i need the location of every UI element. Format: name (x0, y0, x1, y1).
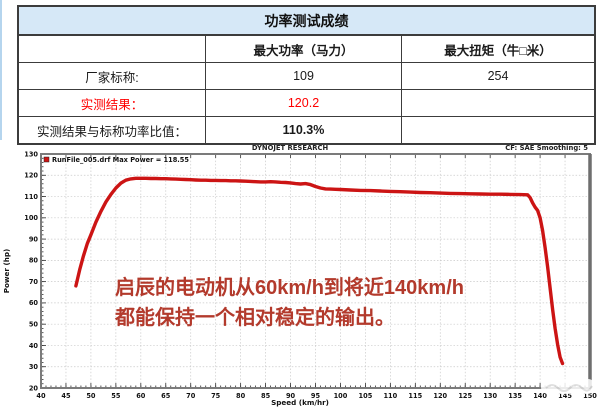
svg-text:100: 100 (24, 214, 38, 222)
svg-text:40: 40 (29, 342, 39, 350)
svg-text:60: 60 (29, 299, 39, 307)
svg-text:105: 105 (359, 392, 373, 400)
svg-text:30: 30 (29, 363, 39, 371)
svg-text:100: 100 (334, 392, 348, 400)
svg-text:135: 135 (508, 392, 522, 400)
svg-text:115: 115 (408, 392, 422, 400)
gridlines (41, 154, 590, 388)
watermark (541, 379, 595, 394)
svg-text:90: 90 (286, 392, 296, 400)
column-header-max-power: 最大功率（马力） (206, 36, 402, 63)
y-axis-title: Power (hp) (2, 249, 11, 294)
svg-text:80: 80 (236, 392, 246, 400)
svg-text:140: 140 (533, 392, 547, 400)
svg-text:110: 110 (24, 193, 38, 201)
svg-text:95: 95 (311, 392, 321, 400)
x-axis-title: Speed (km/hr) (271, 398, 329, 407)
svg-text:20: 20 (29, 384, 39, 392)
measured-power-value: 120.2 (206, 90, 402, 117)
legend-marker (43, 156, 50, 163)
row-label-measured-result: 实测结果： (19, 90, 206, 117)
svg-text:70: 70 (29, 278, 39, 286)
svg-text:50: 50 (86, 392, 96, 400)
svg-text:45: 45 (61, 392, 71, 400)
legend-text: RunFile_005.drf Max Power = 118.55 (52, 156, 189, 164)
svg-text:125: 125 (458, 392, 472, 400)
svg-text:150: 150 (583, 392, 597, 400)
table-grid: 最大功率（马力） 最大扭矩（牛□米） 厂家标称: 109 254 实测结果： 1… (19, 36, 594, 143)
svg-text:110: 110 (383, 392, 397, 400)
power-curve (74, 176, 565, 366)
ratio-value: 110.3% (206, 117, 402, 143)
svg-text:120: 120 (24, 172, 38, 180)
column-header-max-torque: 最大扭矩（牛□米） (402, 36, 594, 63)
measured-torque-value (402, 90, 594, 117)
svg-text:120: 120 (433, 392, 447, 400)
factory-power-value: 109 (206, 63, 402, 90)
dyno-chart: DYNOJET RESEARCH CF: SAE Smoothing: 5 40… (2, 144, 597, 407)
svg-text:130: 130 (24, 150, 38, 158)
row-label-ratio: 实测结果与标称功率比值： (19, 117, 206, 143)
svg-text:90: 90 (29, 235, 39, 243)
svg-text:65: 65 (161, 392, 171, 400)
dyno-chart-container: DYNOJET RESEARCH CF: SAE Smoothing: 5 40… (0, 142, 600, 412)
left-edge-artifact (0, 0, 2, 140)
svg-text:80: 80 (29, 257, 39, 265)
chart-title: DYNOJET RESEARCH (252, 144, 329, 152)
svg-text:85: 85 (261, 392, 271, 400)
svg-text:145: 145 (558, 392, 572, 400)
column-header-empty (19, 36, 206, 63)
svg-text:40: 40 (36, 392, 46, 400)
annotation-line-1: 启辰的电动机从60km/h到将近140km/h (115, 275, 464, 299)
svg-text:130: 130 (483, 392, 497, 400)
factory-torque-value: 254 (402, 63, 594, 90)
table-title: 功率测试成绩 (19, 7, 594, 36)
power-test-table: 功率测试成绩 最大功率（马力） 最大扭矩（牛□米） 厂家标称: 109 254 … (17, 5, 596, 145)
svg-text:60: 60 (136, 392, 146, 400)
row-label-factory-rated: 厂家标称: (19, 63, 206, 90)
svg-text:70: 70 (186, 392, 196, 400)
annotation-line-2: 都能保持一个相对稳定的输出。 (114, 305, 395, 329)
axis-tick-labels: 40 45 50 55 60 65 70 75 80 85 90 95 100 105 110 115 120 1… (24, 150, 597, 400)
svg-text:50: 50 (29, 320, 39, 328)
ratio-torque-empty (402, 117, 594, 143)
chart-settings-text: CF: SAE Smoothing: 5 (505, 144, 588, 152)
svg-text:75: 75 (211, 392, 221, 400)
svg-text:55: 55 (111, 392, 121, 400)
